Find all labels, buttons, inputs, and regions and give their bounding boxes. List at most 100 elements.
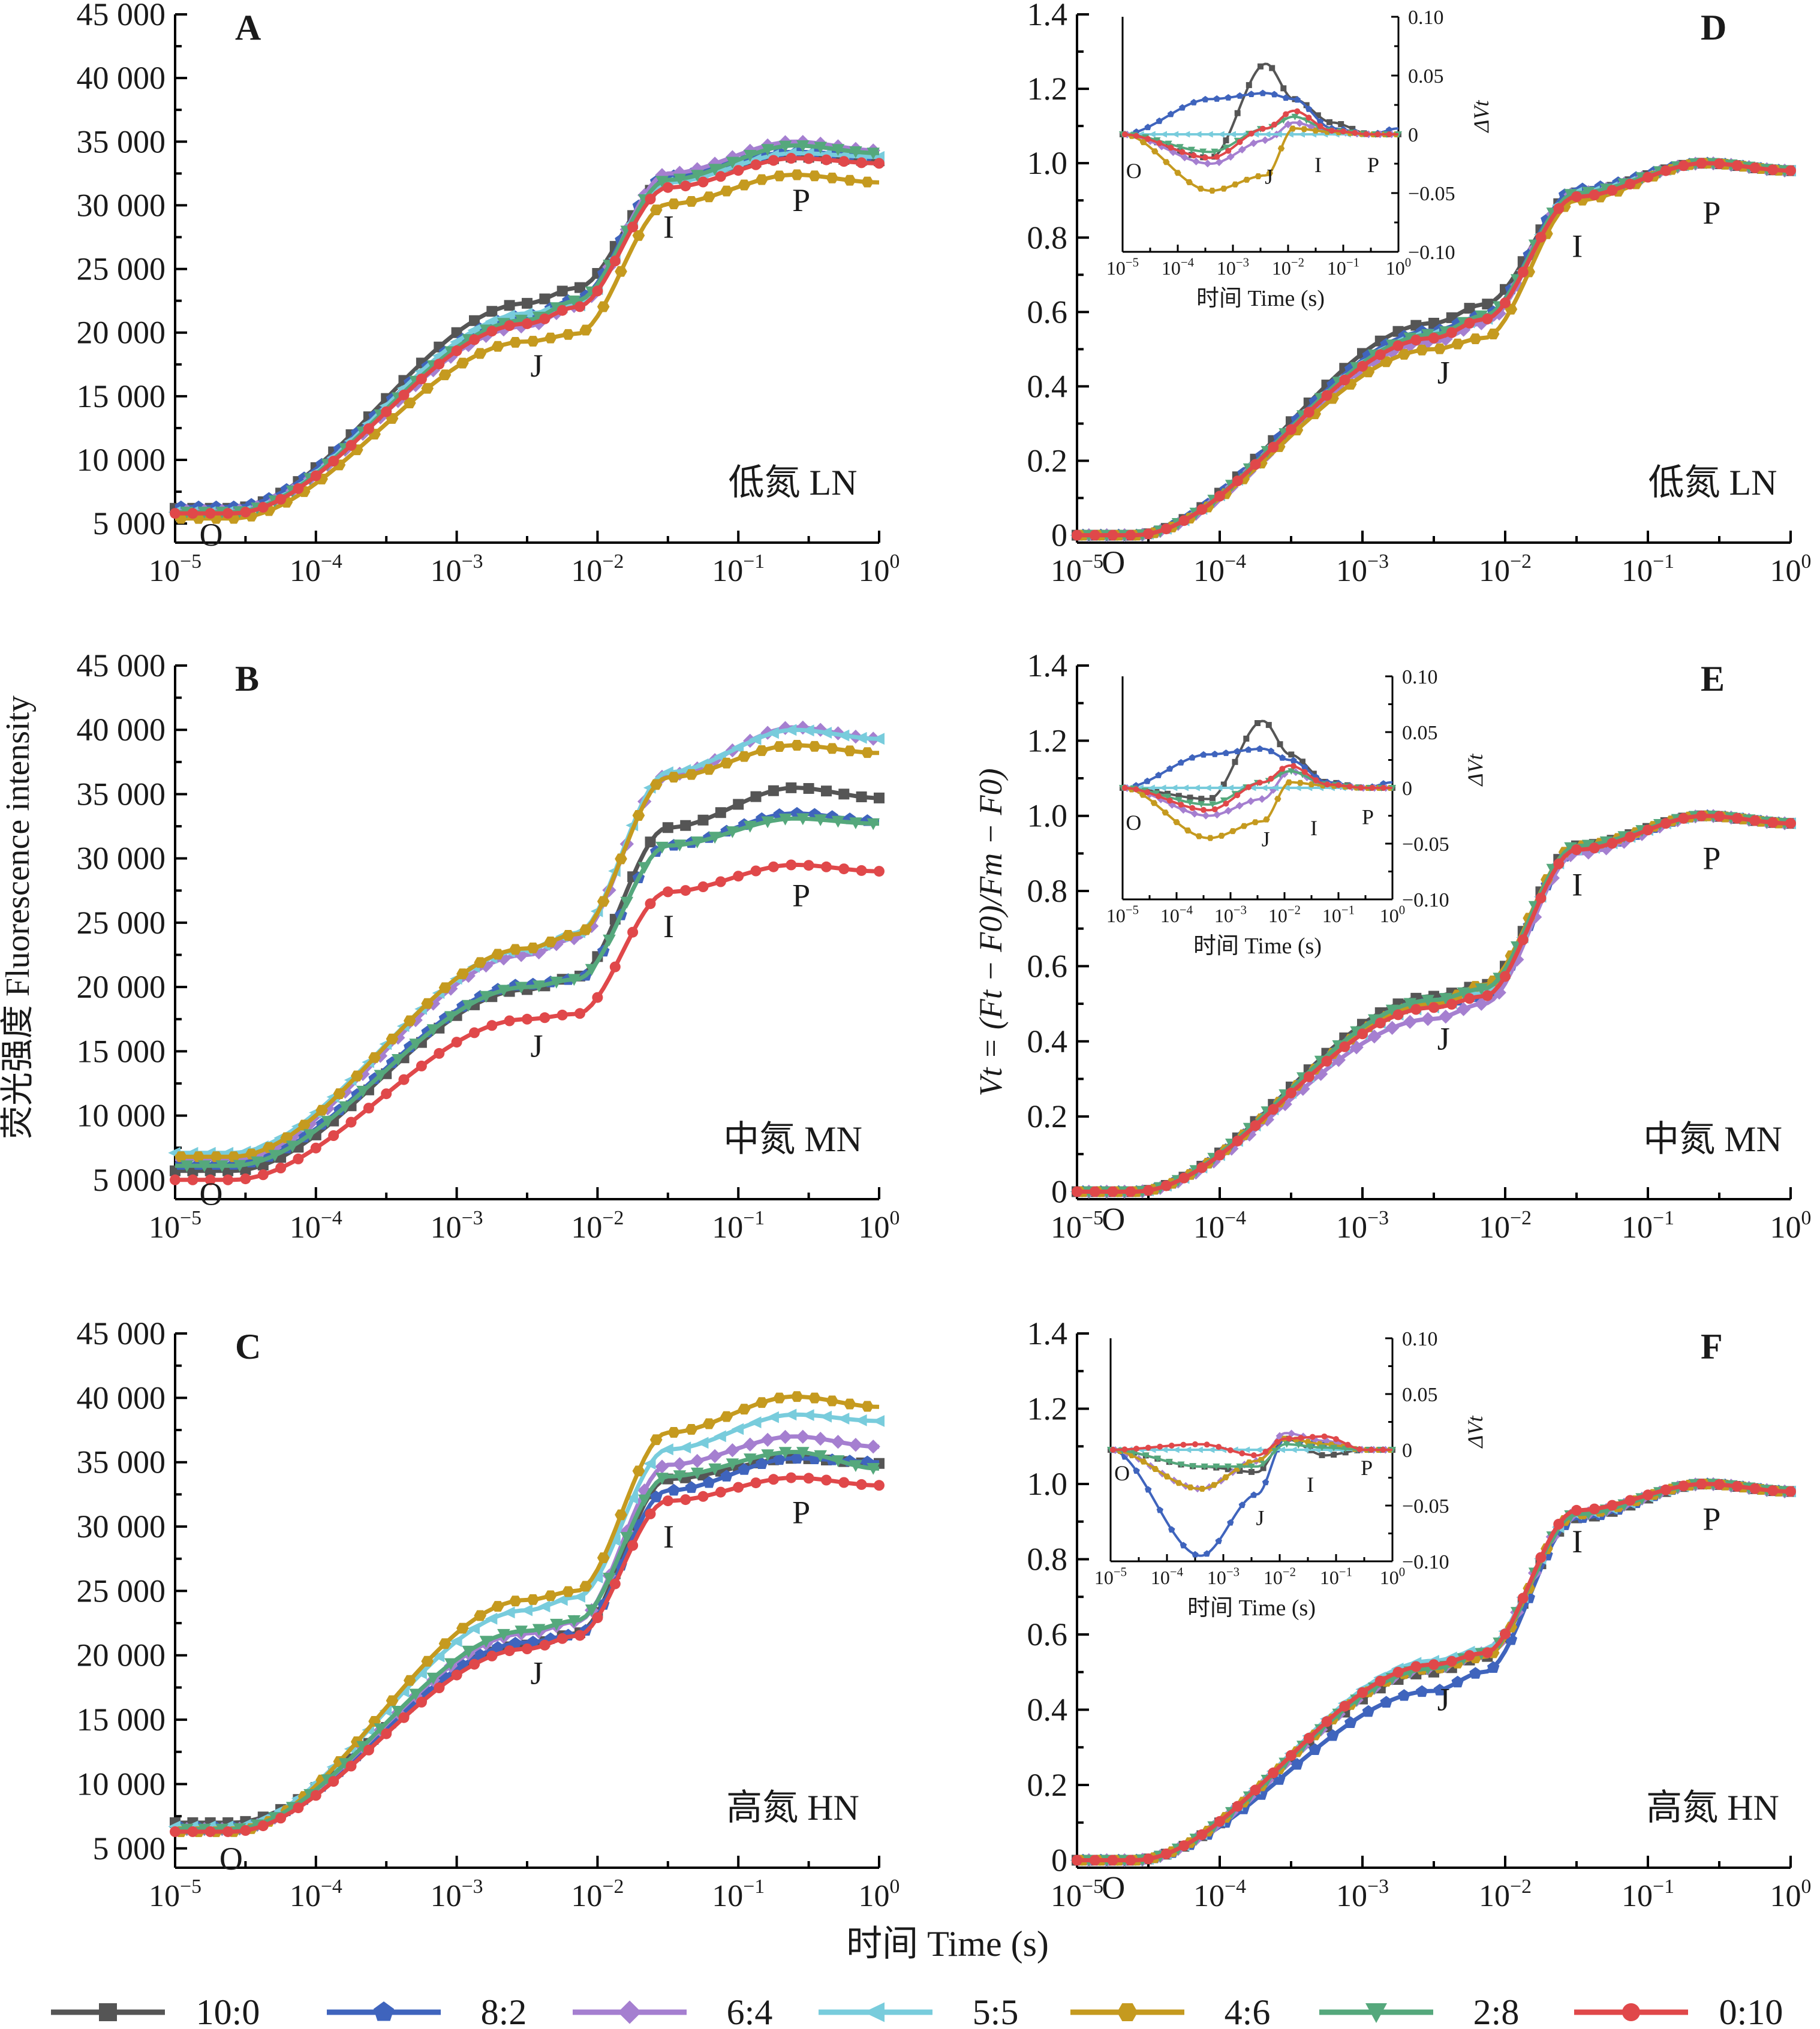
data-point [756,1457,768,1469]
data-point [504,300,515,311]
data-point [1274,1438,1281,1445]
data-point [866,1440,880,1454]
y-tick-label: 0.4 [1027,1691,1068,1727]
data-point [1553,203,1565,214]
data-point [1178,515,1190,526]
phase-label-p: P [792,182,810,218]
data-point [1239,1450,1246,1456]
data-point [1250,1784,1261,1796]
x-tick-label: 10−3 [1207,1566,1240,1588]
data-point [1223,800,1229,807]
data-point [874,1480,885,1491]
series-line [175,785,880,1173]
data-point [1279,766,1286,772]
data-point [1192,1441,1198,1447]
data-point [649,204,663,216]
data-point [667,772,680,783]
data-point [293,1802,304,1814]
data-point [1214,1149,1225,1161]
data-point [627,926,639,938]
data-point [843,745,856,757]
data-point [733,1482,744,1493]
data-point [1089,529,1100,541]
data-point [673,839,687,851]
data-point [1767,164,1779,176]
data-point [1296,779,1304,786]
data-point [555,1594,568,1606]
data-point [1107,1186,1118,1197]
phase-label-p: P [792,1494,810,1530]
series-0-10 [170,859,885,1185]
data-point [1178,1840,1190,1852]
data-point [813,1431,828,1446]
y-tick-label: 1.4 [1027,648,1068,684]
data-point [1255,720,1261,726]
data-point [491,341,504,352]
data-point [1178,104,1186,111]
data-point [1207,1446,1215,1453]
data-point [396,1685,410,1698]
data-point [1259,1461,1267,1468]
data-point [1517,1593,1529,1604]
data-point [1195,833,1203,839]
y-tick-label: 10 000 [77,1766,166,1802]
data-point [1374,131,1381,137]
data-point [539,313,550,324]
data-point [1278,1446,1285,1453]
data-point [1642,1489,1653,1501]
data-point [204,508,216,519]
data-point [1165,140,1172,147]
data-point [1180,1441,1187,1448]
data-point [680,885,691,896]
data-point [1660,1484,1671,1495]
data-point [275,493,287,505]
data-point [1154,1455,1162,1462]
data-point [497,318,510,330]
data-point [486,306,498,317]
x-tick-label: 100 [859,1876,900,1913]
data-point [1217,131,1225,138]
data-point [778,140,792,153]
data-point [1174,170,1181,176]
data-point [733,799,744,810]
data-point [398,1074,410,1085]
y-tick-label: 0 [1402,778,1412,800]
data-point [328,456,339,467]
data-point [585,1604,598,1616]
phase-label-p: P [1702,841,1720,877]
data-point [849,817,862,829]
data-point [1321,1433,1328,1440]
data-point [838,156,850,167]
y-tick-label: 45 000 [77,1315,166,1351]
data-point [1210,1482,1218,1488]
data-point [1357,360,1368,372]
data-point [768,155,779,166]
data-point [222,1174,234,1185]
x-tick-label: 10−4 [1193,1207,1246,1245]
y-tick-label: −0.10 [1408,242,1455,264]
data-point [338,1101,352,1113]
x-tick-label: 10−1 [1622,1207,1674,1245]
x-tick-label: 100 [1770,550,1812,588]
data-point [1571,844,1582,856]
data-point [1180,1542,1187,1549]
data-point [491,1641,504,1653]
data-point [1306,1443,1314,1450]
data-point [170,1174,181,1185]
data-point [1271,121,1277,128]
data-point [1303,407,1314,418]
data-point [539,293,550,305]
data-point [1290,1758,1304,1770]
y-tick-label: 1.2 [1027,1390,1068,1426]
data-point [814,1450,827,1462]
data-point [1143,528,1154,540]
panel-label: E [1701,659,1725,699]
data-point [1107,529,1118,541]
y-tick-label: 45 000 [77,648,166,684]
data-point [1215,1537,1222,1545]
data-point [786,859,797,871]
data-point [708,832,721,844]
data-point [1222,749,1230,756]
data-point [1284,121,1292,128]
